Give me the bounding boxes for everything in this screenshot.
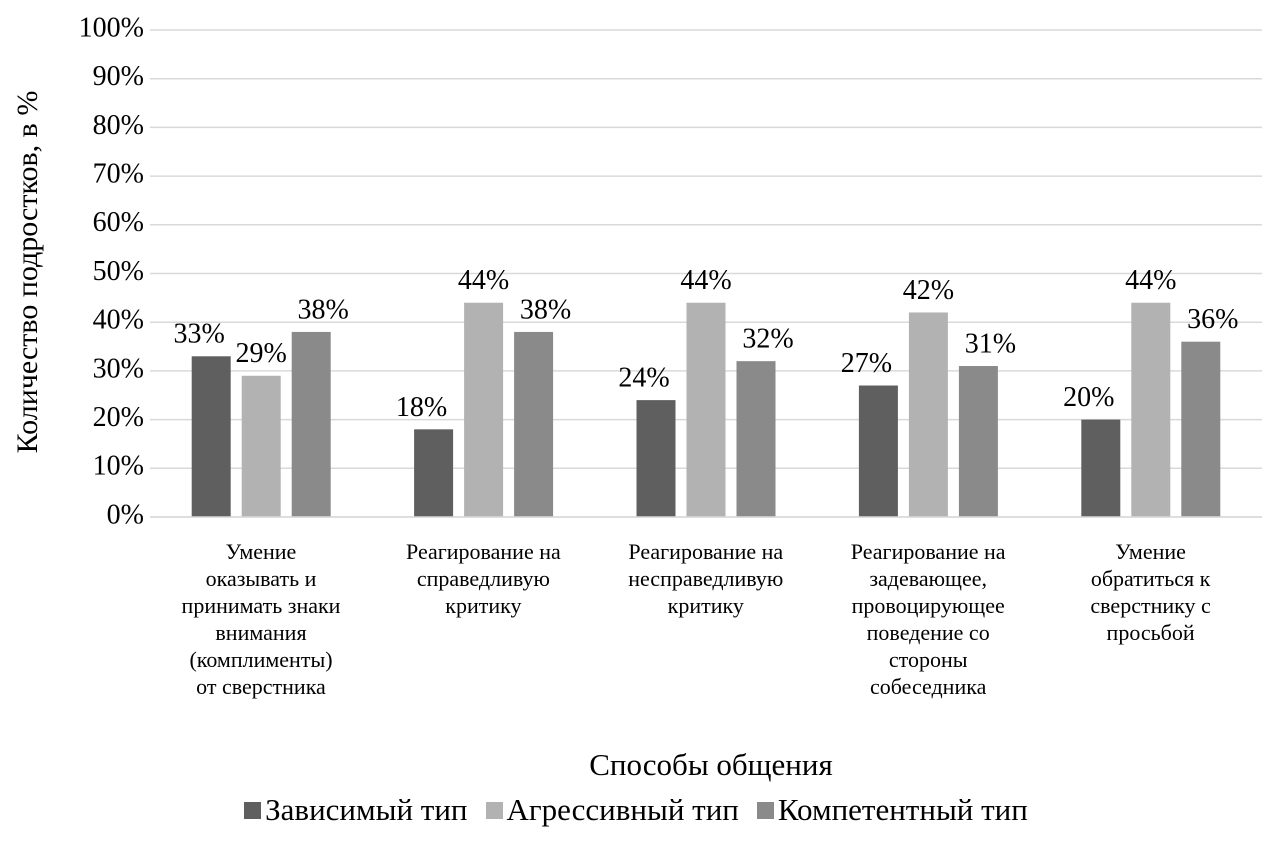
bar <box>736 361 776 517</box>
x-tick-label: Реагирование на несправедливую критику <box>628 539 784 618</box>
bar <box>464 302 504 517</box>
legend-label: Компетентный тип <box>777 792 1028 827</box>
y-tick-label: 20% <box>93 402 144 433</box>
data-label: 29% <box>236 338 287 369</box>
y-tick-label: 90% <box>93 61 144 92</box>
y-tick-label: 40% <box>93 305 144 336</box>
bar <box>686 302 726 517</box>
bar <box>908 312 948 517</box>
y-tick-label: 80% <box>93 110 144 141</box>
legend-swatch <box>485 801 503 819</box>
bar <box>514 331 554 517</box>
bar <box>1181 341 1221 517</box>
data-label: 18% <box>396 392 447 423</box>
legend: Зависимый тип Агрессивный тип Компетентный… <box>0 792 1272 828</box>
x-tick-label: Умение оказывать и принимать знаки внима… <box>181 539 341 699</box>
y-tick-label: 50% <box>93 256 144 287</box>
y-tick-label: 10% <box>93 451 144 482</box>
data-label: 44% <box>1125 265 1176 296</box>
legend-label: Зависимый тип <box>265 792 468 827</box>
data-label: 44% <box>680 265 731 296</box>
x-axis-title: Способы общения <box>589 747 833 782</box>
y-tick-label: 100% <box>79 12 144 43</box>
data-label: 42% <box>903 275 954 306</box>
data-label: 20% <box>1063 382 1114 413</box>
bar <box>241 375 281 517</box>
legend-item: Зависимый тип <box>244 792 468 828</box>
bar <box>1131 302 1171 517</box>
y-axis-title: Количество подростков, в % <box>11 91 44 454</box>
x-tick-label: Реагирование на справедливую критику <box>406 539 561 618</box>
data-label: 36% <box>1187 304 1238 335</box>
legend-item: Компетентный тип <box>756 792 1028 828</box>
legend-item: Агрессивный тип <box>485 792 739 828</box>
data-label: 44% <box>458 265 509 296</box>
x-tick-label: Умение обратиться к сверстнику с просьбо… <box>1090 539 1211 645</box>
bar <box>958 366 998 517</box>
y-tick-label: 30% <box>93 353 144 384</box>
y-tick-label: 60% <box>93 207 144 238</box>
bar <box>858 385 898 517</box>
data-label: 33% <box>174 319 225 350</box>
x-tick-label: Реагирование на задевающее, провоцирующе… <box>850 539 1006 699</box>
bar <box>1081 419 1121 517</box>
legend-swatch <box>244 801 262 819</box>
bar <box>414 429 454 517</box>
data-label: 24% <box>618 363 669 394</box>
data-label: 32% <box>742 324 793 355</box>
bar <box>636 400 676 517</box>
y-tick-label: 70% <box>93 159 144 190</box>
legend-swatch <box>756 801 774 819</box>
bar <box>291 331 331 517</box>
bar <box>191 356 231 517</box>
data-label: 38% <box>298 294 349 325</box>
data-label: 38% <box>520 294 571 325</box>
data-label: 31% <box>965 328 1016 359</box>
data-label: 27% <box>841 348 892 379</box>
legend-label: Агрессивный тип <box>506 792 739 827</box>
y-tick-label: 0% <box>107 499 144 530</box>
